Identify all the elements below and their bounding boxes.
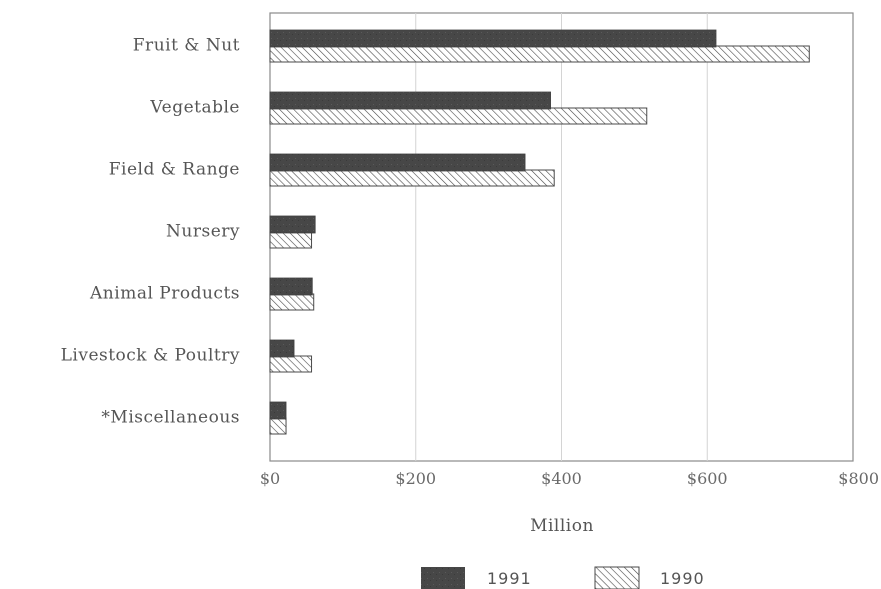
category-label: Field & Range xyxy=(109,160,240,180)
grid-lines xyxy=(415,13,708,461)
x-axis-title: Million xyxy=(530,516,594,536)
bar-1990 xyxy=(269,169,555,187)
bar-1990 xyxy=(269,293,315,311)
bar-1990 xyxy=(269,417,287,435)
category-label: Animal Products xyxy=(89,284,240,304)
bar-1990 xyxy=(269,107,648,125)
bar-1991 xyxy=(269,339,295,358)
bar-1990 xyxy=(269,231,313,249)
category-labels: Fruit & Nut Vegetable Field & Range Nursery… xyxy=(61,36,240,428)
legend-swatch-1990 xyxy=(594,566,640,589)
legend-label-1990: 1990 xyxy=(660,569,705,588)
x-tick-label: $600 xyxy=(687,469,728,488)
bar-1991 xyxy=(269,153,526,172)
x-tick-label: $400 xyxy=(541,469,582,488)
bar-1991 xyxy=(269,91,551,110)
x-tick-labels: $0 $200 $400 $600 $800 xyxy=(260,469,879,488)
category-label: Livestock & Poultry xyxy=(61,346,240,366)
legend: 1991 1990 xyxy=(421,566,705,589)
bar-1991 xyxy=(269,215,316,234)
category-label: Fruit & Nut xyxy=(133,36,240,56)
x-tick-label: $0 xyxy=(260,469,280,488)
legend-label-1991: 1991 xyxy=(487,569,532,588)
category-label: Vegetable xyxy=(149,98,240,118)
bar-1991 xyxy=(269,401,287,420)
category-label: Nursery xyxy=(166,222,240,242)
bar-1990 xyxy=(269,355,313,373)
bars xyxy=(269,29,810,435)
x-tick-label: $200 xyxy=(395,469,436,488)
x-tick-label: $800 xyxy=(838,469,879,488)
legend-swatch-1991 xyxy=(421,567,465,589)
bar-1991 xyxy=(269,277,313,296)
bar-1990 xyxy=(269,45,810,63)
bar-1991 xyxy=(269,29,717,48)
category-label: *Miscellaneous xyxy=(101,408,240,428)
